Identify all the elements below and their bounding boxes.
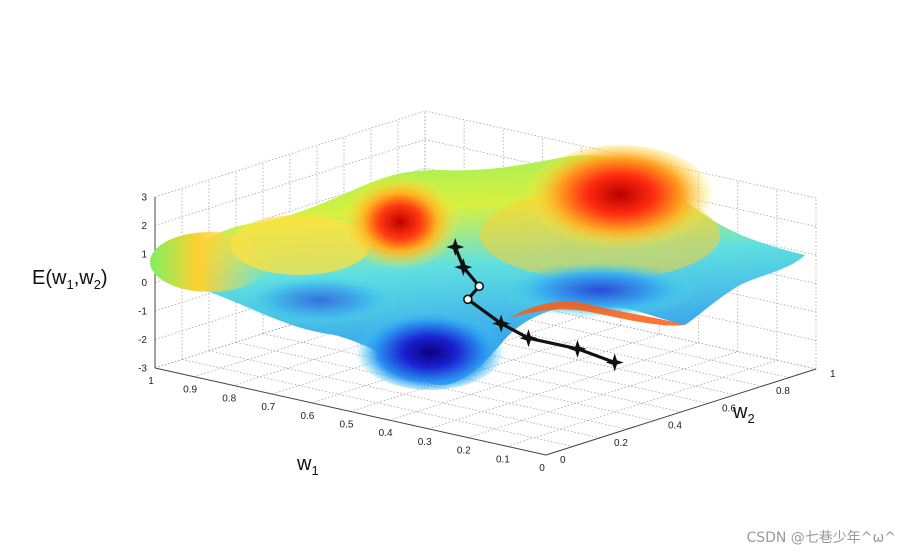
path-star-marker xyxy=(492,314,511,333)
w1-tick xyxy=(468,434,471,438)
grid-line xyxy=(181,359,574,447)
w1-tick-label: 1 xyxy=(148,376,154,387)
z-tick-label: 1 xyxy=(141,250,147,261)
w1-tick-label: 0.7 xyxy=(261,402,275,413)
w2-tick-label: 0.6 xyxy=(722,403,736,414)
descent-path xyxy=(446,237,624,372)
z-axis-label: E(w1,w2) xyxy=(32,267,108,292)
w2-axis-label: w2 xyxy=(732,401,755,426)
w1-axis-label: w1 xyxy=(296,453,319,478)
w1-tick xyxy=(194,373,197,377)
z-tick xyxy=(155,311,160,312)
w1-tick-label: 0.1 xyxy=(496,454,510,465)
z-tick xyxy=(155,283,160,284)
w2-tick-label: 0.8 xyxy=(776,386,790,397)
path-point xyxy=(474,281,485,292)
z-tick xyxy=(155,197,160,198)
w1-tick xyxy=(233,381,236,385)
path-point xyxy=(463,294,473,305)
error-surface xyxy=(150,145,805,390)
w2-tick-label: 0.2 xyxy=(614,438,628,449)
w1-tick xyxy=(429,425,432,429)
grid-line xyxy=(467,351,738,438)
z-tick-label: 0 xyxy=(141,278,147,289)
z-tick-label: -2 xyxy=(138,335,147,346)
w2-tick-label: 0 xyxy=(560,455,566,466)
path-star-marker xyxy=(605,353,624,372)
w1-tick-label: 0.9 xyxy=(183,385,197,396)
w1-tick-label: 0.2 xyxy=(457,446,471,457)
w2-axis-ticks: 0 0.2 0.4 0.6 0.8 1 xyxy=(560,369,836,466)
w1-axis-ticks: 1 0.9 0.8 0.7 0.6 0.5 0.4 0.3 0.2 0.1 0 xyxy=(148,373,545,474)
grid-line xyxy=(208,350,601,439)
z-axis-ticks: 3 2 1 0 -1 -2 -3 xyxy=(138,193,160,375)
z-tick xyxy=(155,340,160,341)
axes-box xyxy=(154,197,817,456)
z-tick-label: 3 xyxy=(141,193,147,204)
w1-tick xyxy=(311,399,314,403)
z-tick-label: -3 xyxy=(138,364,147,375)
z-tick-label: -1 xyxy=(138,307,147,318)
path-star-marker xyxy=(446,237,465,256)
w2-tick-label: 0.4 xyxy=(668,421,682,432)
axis-edge xyxy=(154,367,547,456)
descent-path-line xyxy=(453,246,616,364)
w1-tick xyxy=(272,390,275,394)
w1-tick-label: 0.5 xyxy=(340,420,354,431)
w1-tick-label: 0.6 xyxy=(300,411,314,422)
w1-tick-label: 0.4 xyxy=(379,428,393,439)
w1-tick xyxy=(390,416,393,420)
axis-edge xyxy=(545,368,817,456)
w1-tick-label: 0.8 xyxy=(222,393,236,404)
z-tick xyxy=(155,226,160,227)
z-tick-label: 2 xyxy=(141,221,147,232)
path-star-marker xyxy=(568,339,587,358)
watermark: CSDN @七巷少年^ω^ xyxy=(746,530,896,546)
w1-tick xyxy=(507,442,510,446)
path-star-marker xyxy=(519,329,538,348)
w1-tick-label: 0.3 xyxy=(418,437,432,448)
path-star-marker xyxy=(454,258,473,277)
w1-tick xyxy=(351,408,354,412)
w1-tick-label: 0 xyxy=(539,463,545,474)
w2-tick-label: 1 xyxy=(830,369,836,380)
